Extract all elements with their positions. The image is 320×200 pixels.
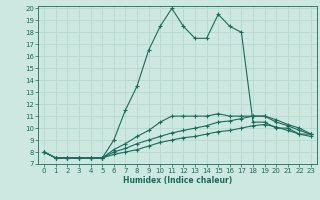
X-axis label: Humidex (Indice chaleur): Humidex (Indice chaleur) bbox=[123, 176, 232, 185]
